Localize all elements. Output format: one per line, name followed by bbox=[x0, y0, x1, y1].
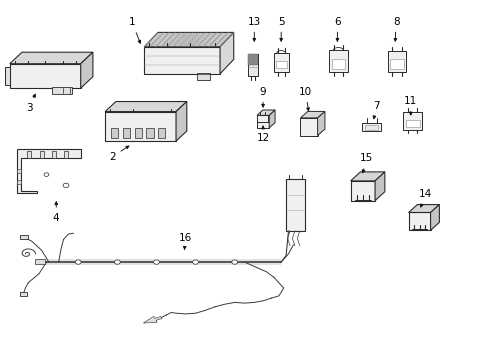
Text: 1: 1 bbox=[128, 17, 141, 43]
Bar bbox=[248, 54, 258, 76]
Circle shape bbox=[75, 260, 81, 264]
Polygon shape bbox=[350, 172, 384, 181]
Bar bbox=[52, 151, 56, 158]
Text: 9: 9 bbox=[259, 87, 266, 107]
Text: 6: 6 bbox=[333, 17, 340, 41]
Text: 12: 12 bbox=[256, 126, 269, 143]
Bar bbox=[197, 73, 209, 80]
Bar bbox=[275, 61, 286, 68]
Bar bbox=[405, 120, 419, 127]
Polygon shape bbox=[408, 212, 429, 230]
Polygon shape bbox=[300, 111, 324, 118]
Bar bbox=[27, 151, 31, 158]
Polygon shape bbox=[105, 102, 186, 112]
Bar bbox=[40, 151, 43, 158]
Polygon shape bbox=[364, 125, 378, 130]
Text: 10: 10 bbox=[299, 87, 311, 111]
Polygon shape bbox=[144, 47, 220, 74]
Polygon shape bbox=[268, 110, 274, 128]
Polygon shape bbox=[317, 111, 324, 135]
Text: 14: 14 bbox=[418, 189, 431, 207]
Polygon shape bbox=[17, 149, 81, 193]
Polygon shape bbox=[5, 67, 10, 85]
Polygon shape bbox=[257, 110, 274, 115]
Polygon shape bbox=[350, 181, 374, 201]
Circle shape bbox=[192, 260, 198, 264]
Polygon shape bbox=[257, 115, 268, 128]
Text: 4: 4 bbox=[53, 202, 60, 223]
Bar bbox=[389, 59, 403, 69]
Polygon shape bbox=[81, 52, 93, 88]
Bar bbox=[273, 53, 288, 72]
Bar bbox=[20, 235, 28, 239]
Bar bbox=[328, 50, 347, 72]
Bar bbox=[158, 128, 165, 138]
Polygon shape bbox=[10, 64, 81, 88]
Bar bbox=[285, 179, 304, 231]
Circle shape bbox=[231, 260, 237, 264]
Bar bbox=[64, 151, 68, 158]
Text: 3: 3 bbox=[26, 94, 35, 113]
Bar bbox=[122, 128, 130, 138]
Bar bbox=[403, 112, 421, 130]
FancyArrow shape bbox=[143, 316, 162, 323]
Text: 13: 13 bbox=[247, 17, 261, 41]
Polygon shape bbox=[105, 112, 176, 141]
Polygon shape bbox=[300, 118, 317, 135]
Polygon shape bbox=[176, 102, 186, 141]
Bar bbox=[20, 292, 27, 296]
Circle shape bbox=[114, 260, 120, 264]
Bar bbox=[248, 54, 258, 65]
Bar bbox=[111, 128, 118, 138]
Polygon shape bbox=[220, 32, 233, 74]
Text: 15: 15 bbox=[359, 153, 373, 173]
Bar bbox=[331, 59, 345, 69]
Bar bbox=[35, 259, 45, 264]
Text: 11: 11 bbox=[403, 96, 417, 115]
Bar bbox=[17, 180, 21, 184]
Bar bbox=[134, 128, 142, 138]
Polygon shape bbox=[361, 123, 381, 131]
Bar bbox=[387, 51, 406, 72]
Text: 16: 16 bbox=[179, 233, 192, 249]
Polygon shape bbox=[429, 204, 438, 230]
Bar bbox=[17, 169, 21, 173]
Polygon shape bbox=[374, 172, 384, 201]
Bar bbox=[146, 128, 153, 138]
Circle shape bbox=[44, 173, 49, 176]
Bar bbox=[52, 87, 72, 94]
Bar bbox=[256, 115, 268, 122]
Text: 8: 8 bbox=[392, 17, 399, 41]
Circle shape bbox=[63, 183, 69, 188]
Polygon shape bbox=[144, 32, 233, 47]
Text: 7: 7 bbox=[372, 101, 379, 119]
Polygon shape bbox=[10, 52, 93, 64]
Text: 2: 2 bbox=[109, 146, 128, 162]
Polygon shape bbox=[408, 204, 438, 212]
Text: 5: 5 bbox=[277, 17, 284, 41]
Circle shape bbox=[153, 260, 159, 264]
